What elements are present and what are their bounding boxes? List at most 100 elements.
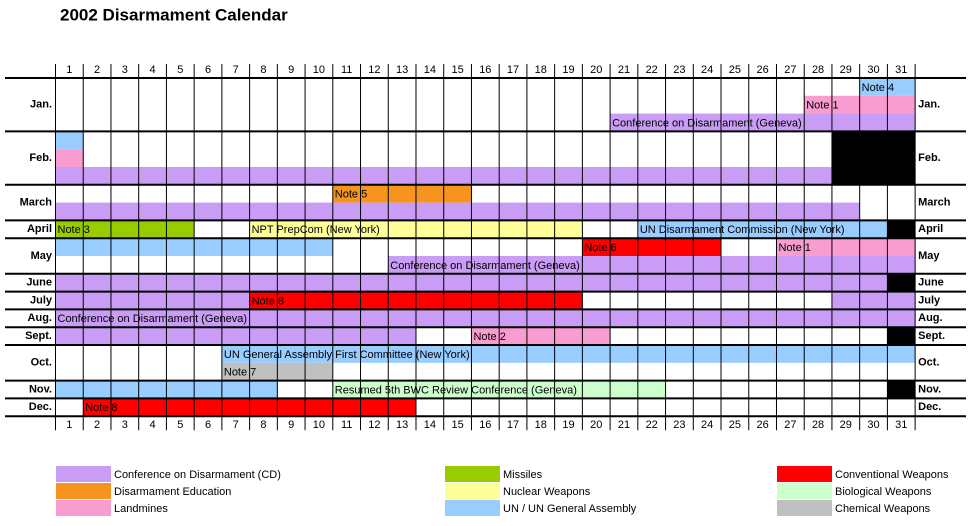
day-number-top: 4 [149, 64, 155, 76]
day-number-bottom: 23 [673, 419, 685, 431]
event-bar [388, 256, 916, 274]
invalid-day [831, 131, 860, 185]
event-label: Note 4 [862, 82, 894, 94]
day-number-top: 18 [535, 64, 547, 76]
legend-label: Missiles [503, 469, 543, 481]
day-number-bottom: 19 [562, 419, 574, 431]
day-number-top: 20 [590, 64, 602, 76]
day-number-bottom: 27 [784, 419, 796, 431]
legend-swatch [445, 500, 500, 516]
day-number-top: 2 [94, 64, 100, 76]
event-label: Note 1 [806, 100, 838, 112]
day-number-bottom: 3 [122, 419, 128, 431]
day-number-bottom: 8 [260, 419, 266, 431]
event-label: Note 1 [778, 242, 810, 254]
event-bar [776, 238, 916, 256]
legend-swatch [445, 466, 500, 482]
day-number-top: 6 [205, 64, 211, 76]
day-number-top: 24 [701, 64, 713, 76]
day-number-bottom: 10 [313, 419, 325, 431]
legend-swatch [56, 500, 111, 516]
day-number-bottom: 26 [756, 419, 768, 431]
month-label-left: Oct. [31, 357, 52, 369]
month-label-right: Oct. [918, 357, 939, 369]
day-number-top: 26 [756, 64, 768, 76]
month-label-right: Dec. [918, 401, 941, 413]
day-number-top: 12 [368, 64, 380, 76]
day-number-top: 16 [479, 64, 491, 76]
month-label-right: Sept. [918, 330, 945, 342]
invalid-day [887, 131, 916, 185]
legend-label: Disarmament Education [114, 486, 231, 498]
event-bar [332, 184, 472, 203]
month-label-right: March [918, 197, 951, 209]
month-label-right: July [918, 294, 941, 306]
event-label: Note 8 [85, 402, 117, 414]
day-number-bottom: 18 [535, 419, 547, 431]
month-label-left: Dec. [29, 401, 52, 413]
day-number-bottom: 4 [149, 419, 155, 431]
event-label: UN General Assembly First Committee (New… [224, 349, 470, 361]
day-number-bottom: 20 [590, 419, 602, 431]
event-bar [55, 309, 916, 328]
event-bar [55, 202, 860, 221]
legend-swatch [56, 466, 111, 482]
legend-label: Conventional Weapons [835, 469, 949, 481]
day-number-bottom: 16 [479, 419, 491, 431]
event-label: Resumed 5th BWC Review Conference (Genev… [335, 384, 577, 396]
event-bar [637, 220, 888, 239]
event-label: NPT PrepCom (New York) [252, 224, 380, 236]
legend-label: Landmines [114, 503, 168, 515]
day-number-bottom: 30 [867, 419, 879, 431]
month-label-right: Aug. [918, 312, 942, 324]
day-number-bottom: 7 [233, 419, 239, 431]
day-number-top: 31 [895, 64, 907, 76]
invalid-day [887, 380, 916, 399]
month-label-right: Feb. [918, 152, 941, 164]
day-number-bottom: 1 [66, 419, 72, 431]
legend-label: Conference on Disarmament (CD) [114, 469, 281, 481]
event-label: Note 2 [473, 331, 505, 343]
day-number-bottom: 22 [646, 419, 658, 431]
event-label: Note 5 [335, 189, 367, 201]
event-bar [471, 327, 611, 345]
month-label-left: Sept. [25, 330, 52, 342]
legend-swatch [56, 483, 111, 499]
event-label: Note 3 [58, 224, 90, 236]
day-number-bottom: 13 [396, 419, 408, 431]
day-number-top: 1 [66, 64, 72, 76]
day-number-bottom: 5 [177, 419, 183, 431]
month-label-left: Feb. [29, 152, 52, 164]
day-number-bottom: 11 [341, 419, 352, 431]
month-label-left: Nov. [29, 383, 52, 395]
legend-label: Biological Weapons [835, 486, 932, 498]
day-number-top: 7 [233, 64, 239, 76]
day-number-bottom: 9 [288, 419, 294, 431]
month-label-right: Jan. [918, 99, 940, 111]
day-number-top: 9 [288, 64, 294, 76]
legend-swatch [777, 500, 832, 516]
legend-label: Chemical Weapons [835, 503, 931, 515]
day-number-top: 23 [673, 64, 685, 76]
day-number-bottom: 25 [729, 419, 741, 431]
day-number-top: 30 [867, 64, 879, 76]
invalid-day [887, 220, 916, 239]
day-number-bottom: 17 [507, 419, 519, 431]
day-number-top: 11 [341, 64, 352, 76]
legend-swatch [445, 483, 500, 499]
invalid-day [887, 273, 916, 292]
legend-swatch [777, 466, 832, 482]
day-number-top: 13 [396, 64, 408, 76]
day-number-top: 5 [177, 64, 183, 76]
title: 2002 Disarmament Calendar [60, 5, 288, 24]
event-label: UN Disarmament Commission (New York) [640, 224, 845, 236]
event-bar [55, 327, 416, 345]
event-bar [55, 291, 250, 310]
day-number-top: 14 [424, 64, 436, 76]
invalid-day [887, 327, 916, 345]
event-bar [55, 220, 195, 239]
legend-label: Nuclear Weapons [503, 486, 591, 498]
day-number-top: 25 [729, 64, 741, 76]
day-number-bottom: 12 [368, 419, 380, 431]
